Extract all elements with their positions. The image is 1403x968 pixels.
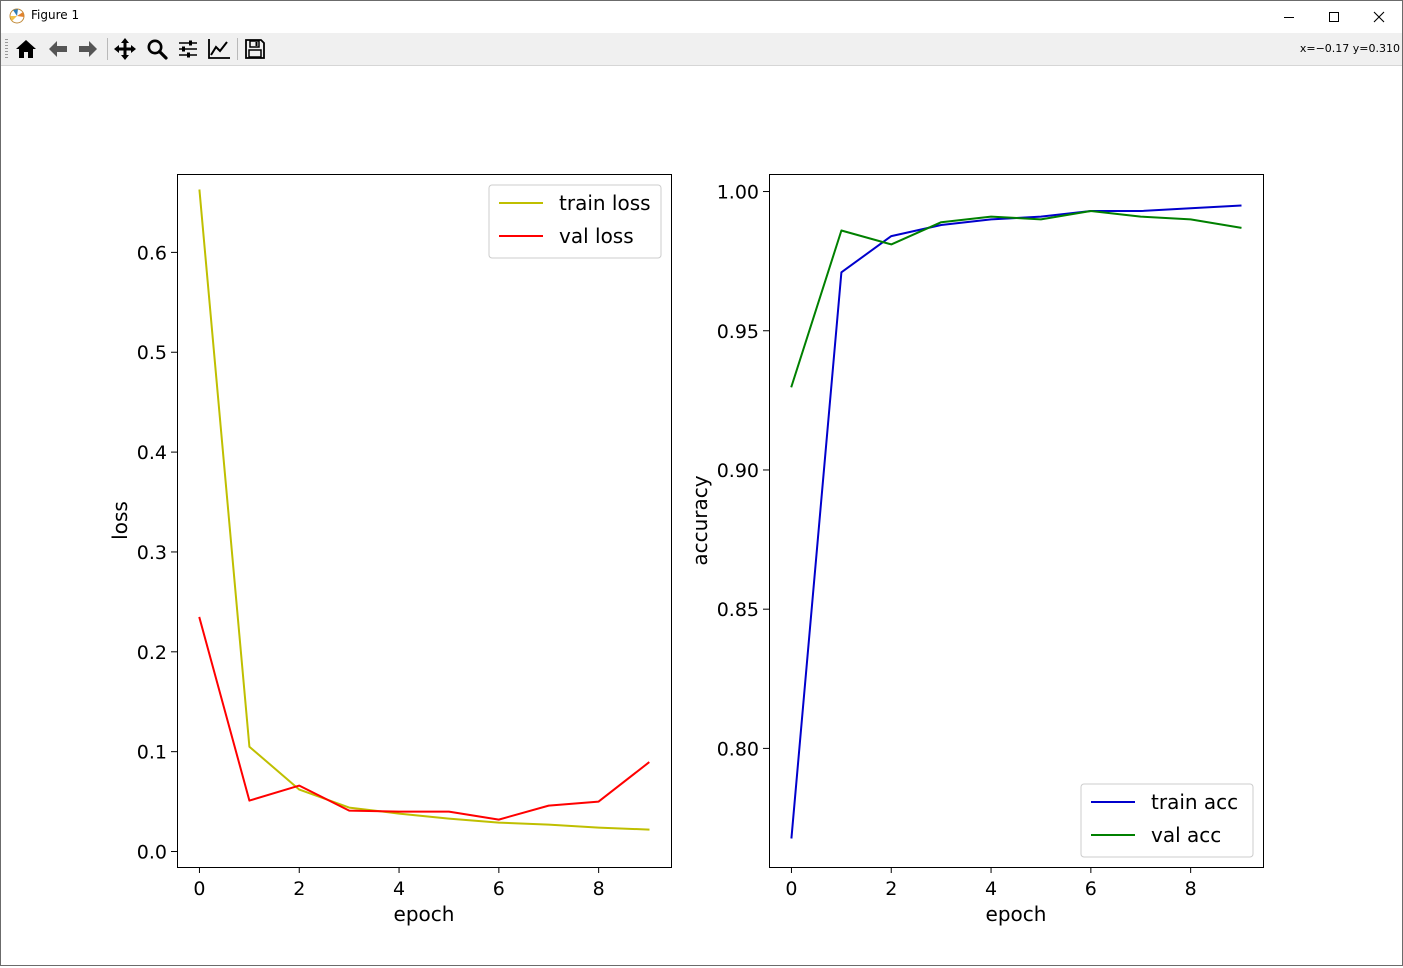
toolbar-separator — [107, 38, 108, 60]
customize-button[interactable] — [205, 36, 233, 62]
x-tick-label: 4 — [393, 878, 405, 900]
title-bar[interactable]: Figure 1 — [1, 1, 1402, 32]
x-tick-label: 6 — [1085, 878, 1097, 900]
back-button[interactable] — [44, 36, 72, 62]
x-tick-label: 2 — [885, 878, 897, 900]
x-axis-label: epoch — [394, 902, 455, 926]
back-icon — [49, 41, 67, 57]
subplots-button[interactable] — [174, 36, 202, 62]
y-tick-label: 0.85 — [717, 599, 759, 621]
x-tick-label: 8 — [593, 878, 605, 900]
y-tick-label: 0.2 — [137, 642, 167, 664]
axes-frame — [177, 174, 672, 868]
maximize-button[interactable] — [1311, 1, 1357, 32]
y-tick-label: 0.3 — [137, 542, 167, 564]
forward-icon — [79, 41, 97, 57]
y-tick-label: 0.6 — [137, 242, 167, 264]
y-tick-label: 0.90 — [717, 460, 759, 482]
y-tick-label: 0.1 — [137, 742, 167, 764]
zoom-icon — [147, 39, 168, 60]
legend[interactable]: train loss val loss — [488, 184, 662, 259]
subplot-accuracy[interactable]: 0 2 4 6 8 0.80 0.85 0.90 0.95 1.00 epoch accuracy tr… — [688, 174, 1264, 927]
navigation-toolbar: x=−0.17 y=0.310 — [1, 33, 1402, 66]
subplot-loss[interactable]: 0 2 4 6 8 0.0 0.1 0.2 0.3 0.4 0.5 0.6 epoch loss train… — [108, 174, 672, 927]
x-tick-label: 4 — [985, 878, 997, 900]
legend[interactable]: train acc val acc — [1080, 783, 1254, 858]
y-tick-label: 0.0 — [137, 842, 167, 864]
pan-icon — [114, 38, 136, 60]
x-tick-label: 6 — [493, 878, 505, 900]
pan-button[interactable] — [111, 36, 139, 62]
x-tick-label: 8 — [1185, 878, 1197, 900]
legend-label: train acc — [1151, 790, 1238, 814]
y-axis-label: accuracy — [688, 475, 712, 565]
subplots-icon — [179, 40, 197, 58]
forward-button[interactable] — [74, 36, 102, 62]
y-axis-label: loss — [108, 501, 132, 540]
x-tick-label: 2 — [293, 878, 305, 900]
toolbar-grip[interactable] — [5, 39, 8, 59]
toolbar-separator — [237, 38, 238, 60]
series-line-val-loss — [198, 616, 650, 821]
home-button[interactable] — [12, 36, 40, 62]
y-tick-label: 0.4 — [137, 442, 167, 464]
cursor-coordinates: x=−0.17 y=0.310 — [1299, 42, 1400, 55]
axes-frame — [769, 174, 1264, 868]
legend-label: train loss — [559, 191, 651, 215]
save-icon — [245, 39, 265, 59]
matplotlib-icon — [9, 8, 25, 24]
series-line-val-acc — [790, 210, 1242, 388]
x-tick-label: 0 — [785, 878, 797, 900]
x-tick-label: 0 — [193, 878, 205, 900]
save-button[interactable] — [241, 36, 269, 62]
legend-label: val loss — [559, 224, 634, 248]
legend-label: val acc — [1151, 823, 1221, 847]
customize-icon — [208, 39, 230, 59]
figure-canvas[interactable]: 0 2 4 6 8 0.0 0.1 0.2 0.3 0.4 0.5 0.6 epoch loss train… — [1, 66, 1402, 968]
close-icon — [1373, 11, 1385, 22]
zoom-button[interactable] — [143, 36, 171, 62]
figure-svg[interactable]: 0 2 4 6 8 0.0 0.1 0.2 0.3 0.4 0.5 0.6 epoch loss train… — [1, 66, 1402, 964]
home-icon — [16, 40, 36, 58]
y-tick-label: 1.00 — [717, 182, 759, 204]
minimize-button[interactable] — [1266, 1, 1312, 32]
y-tick-label: 0.95 — [717, 321, 759, 343]
y-tick-label: 0.80 — [717, 738, 759, 760]
y-tick-label: 0.5 — [137, 342, 167, 364]
series-line-train-loss — [198, 189, 650, 831]
x-axis-label: epoch — [986, 902, 1047, 926]
minimize-icon — [1284, 16, 1294, 18]
window-title: Figure 1 — [31, 8, 80, 22]
close-button[interactable] — [1356, 1, 1402, 32]
maximize-icon — [1329, 11, 1339, 22]
